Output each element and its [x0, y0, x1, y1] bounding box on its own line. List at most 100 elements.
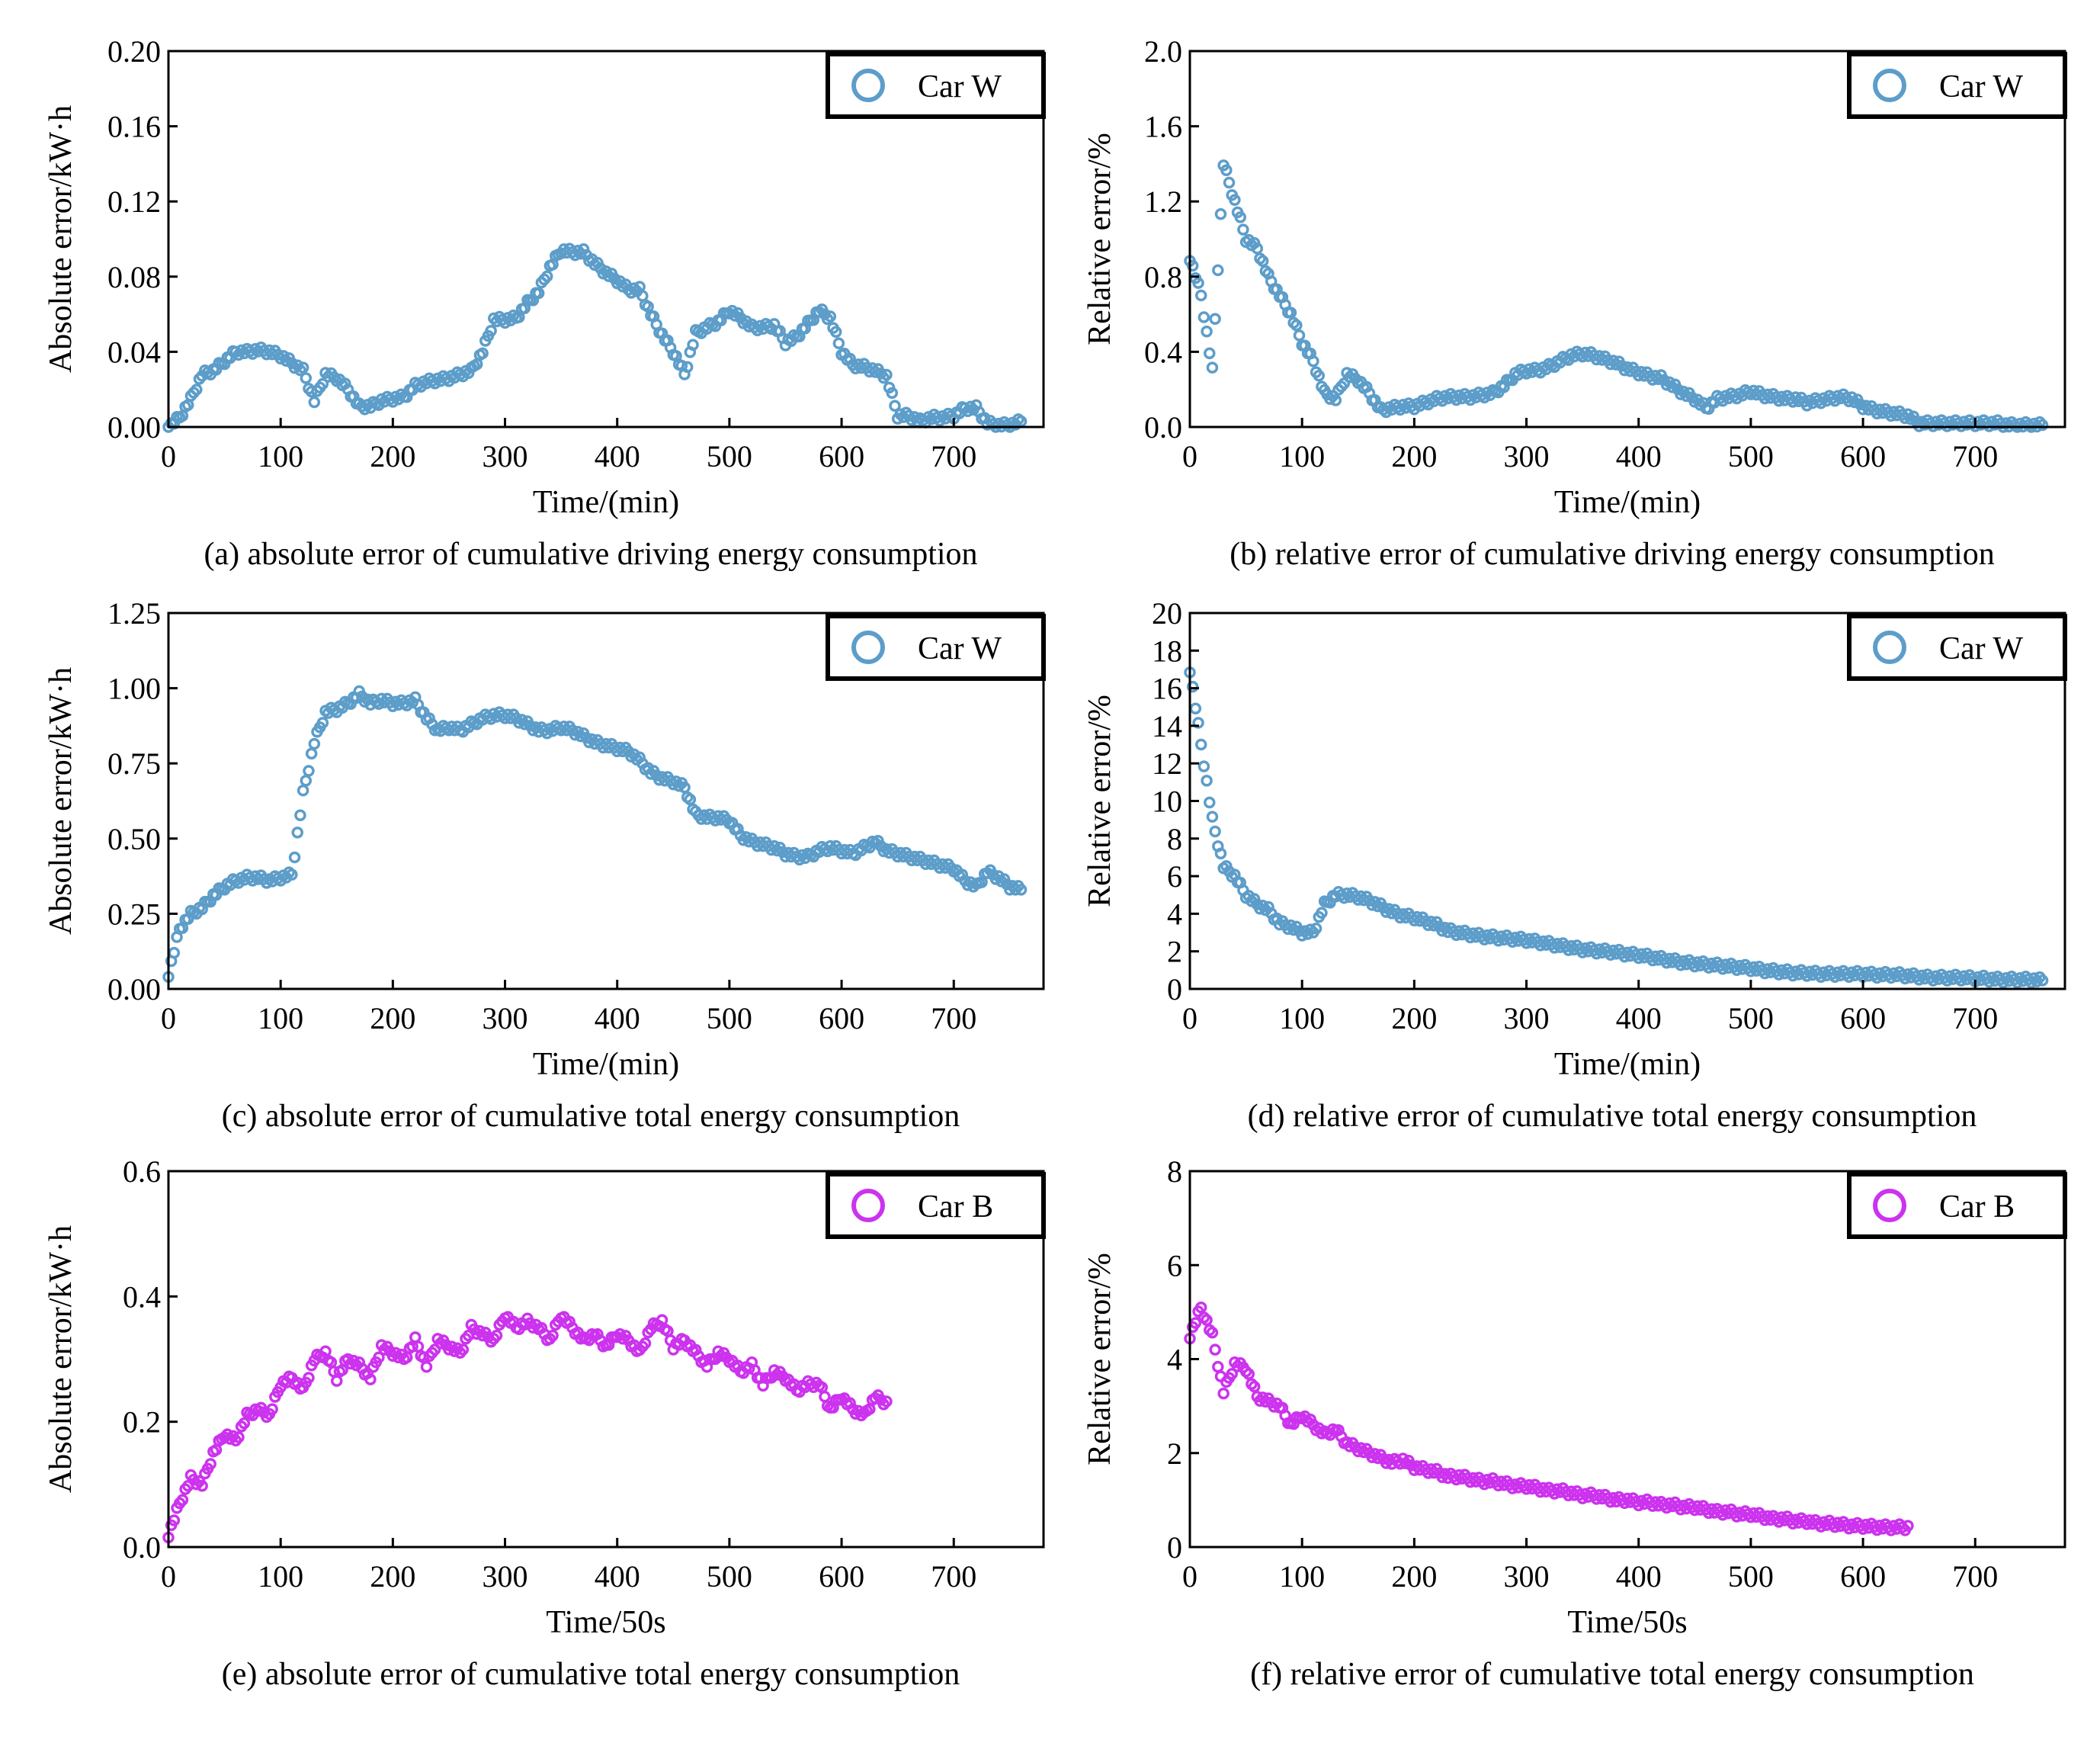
x-tick-label: 700 [1952, 1001, 1998, 1035]
data-point-interp [204, 1458, 216, 1470]
data-point-interp [832, 337, 845, 350]
data-point [364, 1373, 377, 1385]
y-axis-label: Relative error/% [1082, 695, 1117, 907]
data-point [409, 1331, 422, 1343]
y-tick-label: 6 [1167, 859, 1182, 894]
y-tick-label: 0.25 [107, 897, 161, 931]
data-point [286, 868, 298, 881]
x-tick-label: 600 [819, 1559, 864, 1594]
data-point [420, 1360, 433, 1373]
panel-a: 0 100 200 300 400 500 600 700 0.00 0.04 0.08 0.12 0.… [43, 34, 1046, 572]
x-tick-label: 300 [483, 1559, 528, 1594]
y-tick-label: 0.12 [107, 185, 161, 219]
legend-box [826, 614, 1046, 681]
x-tick-label: 500 [1728, 439, 1774, 473]
x-tick-label: 500 [707, 1559, 752, 1594]
data-point-interp [490, 1329, 503, 1342]
data-point-interp [1248, 1380, 1261, 1393]
data-point-interp [288, 851, 301, 864]
data-point-interp [1256, 255, 1269, 268]
data-point [1329, 394, 1342, 406]
data-point-interp [681, 361, 694, 374]
data-point-interp [956, 868, 969, 881]
legend-marker-icon [1873, 69, 1906, 102]
data-point [880, 368, 893, 381]
x-tick-label: 500 [1728, 1559, 1774, 1594]
plot-frame [167, 611, 1045, 990]
y-tick-label: 0.4 [123, 1279, 161, 1314]
legend-marker-icon [851, 631, 885, 664]
data-point-interp [1186, 680, 1199, 693]
y-axis-label: Absolute error/kW·h [43, 667, 79, 935]
legend-box [1847, 1172, 2067, 1239]
x-axis-label: Time/50s [1567, 1605, 1687, 1640]
data-point [2036, 974, 2049, 987]
data-point-interp [1209, 313, 1221, 326]
y-tick-label: 1.6 [1144, 110, 1182, 144]
data-point-interp [1189, 702, 1202, 714]
data-point [1217, 1387, 1230, 1400]
x-tick-label: 100 [258, 1001, 303, 1035]
y-tick-label: 18 [1152, 634, 1182, 668]
data-point [1206, 361, 1219, 374]
y-tick-label: 1.25 [107, 596, 161, 631]
y-tick-label: 12 [1152, 746, 1182, 781]
data-point [331, 1375, 343, 1387]
legend: Car W [1847, 52, 2067, 119]
panel-caption: (e) absolute error of cumulative total e… [222, 1657, 960, 1692]
x-tick-label: 0 [1182, 1559, 1197, 1594]
data-point-interp [547, 1329, 559, 1342]
data-point-interp [1226, 1368, 1238, 1380]
x-tick-label: 0 [161, 1559, 176, 1594]
y-tick-label: 0.8 [1144, 260, 1182, 294]
data-point [577, 243, 590, 255]
data-point-interp [1197, 311, 1210, 323]
data-point-interp [176, 1494, 189, 1506]
x-axis-label: Time/(min) [1554, 1047, 1701, 1082]
x-tick-label: 400 [595, 1001, 640, 1035]
x-tick-label: 0 [1182, 439, 1197, 473]
x-tick-label: 200 [370, 439, 415, 473]
panel-caption: (d) relative error of cumulative total e… [1248, 1099, 1977, 1134]
panel-e: 0 100 200 300 400 500 600 700 0.0 0.2 0.4 0.6 Time/5… [43, 1154, 1046, 1692]
y-tick-label: 4 [1167, 897, 1182, 931]
y-axis-label: Relative error/% [1082, 133, 1117, 345]
x-tick-label: 600 [1840, 1559, 1886, 1594]
plot-frame [167, 50, 1045, 429]
x-tick-label: 500 [1728, 1001, 1774, 1035]
y-axis-label: Absolute error/kW·h [43, 1225, 79, 1493]
data-point-interp [294, 809, 306, 821]
data-point-interp [305, 747, 318, 760]
y-tick-label: 8 [1167, 1154, 1182, 1189]
x-tick-label: 500 [707, 439, 752, 473]
data-point [633, 751, 646, 764]
data-point-interp [1201, 1314, 1213, 1326]
plot-frame [1188, 50, 2066, 429]
y-tick-label: 0.20 [107, 34, 161, 69]
legend: Car W [826, 614, 1046, 681]
data-point [476, 347, 489, 360]
legend-label: Car B [918, 1189, 993, 1225]
data-point-interp [300, 775, 313, 787]
data-point [1015, 884, 1028, 896]
data-point-interp [1237, 223, 1249, 236]
y-tick-label: 2 [1167, 935, 1182, 969]
x-tick-label: 0 [161, 439, 176, 473]
x-tick-label: 200 [1391, 439, 1437, 473]
data-series [162, 685, 1028, 983]
data-point [1251, 242, 1264, 255]
x-tick-label: 200 [370, 1001, 415, 1035]
data-point-interp [639, 1337, 652, 1350]
data-point-interp [191, 384, 203, 396]
y-tick-label: 0.16 [107, 110, 161, 144]
x-tick-label: 400 [595, 439, 640, 473]
panel-c: 0 100 200 300 400 500 600 700 0.00 0.25 0.50 0.75 1.… [43, 596, 1046, 1134]
data-point [532, 287, 545, 300]
data-point-interp [1201, 326, 1213, 338]
data-point [308, 737, 321, 750]
y-tick-label: 0.50 [107, 822, 161, 856]
legend-label: Car W [918, 631, 1002, 666]
x-tick-label: 300 [1504, 1001, 1550, 1035]
